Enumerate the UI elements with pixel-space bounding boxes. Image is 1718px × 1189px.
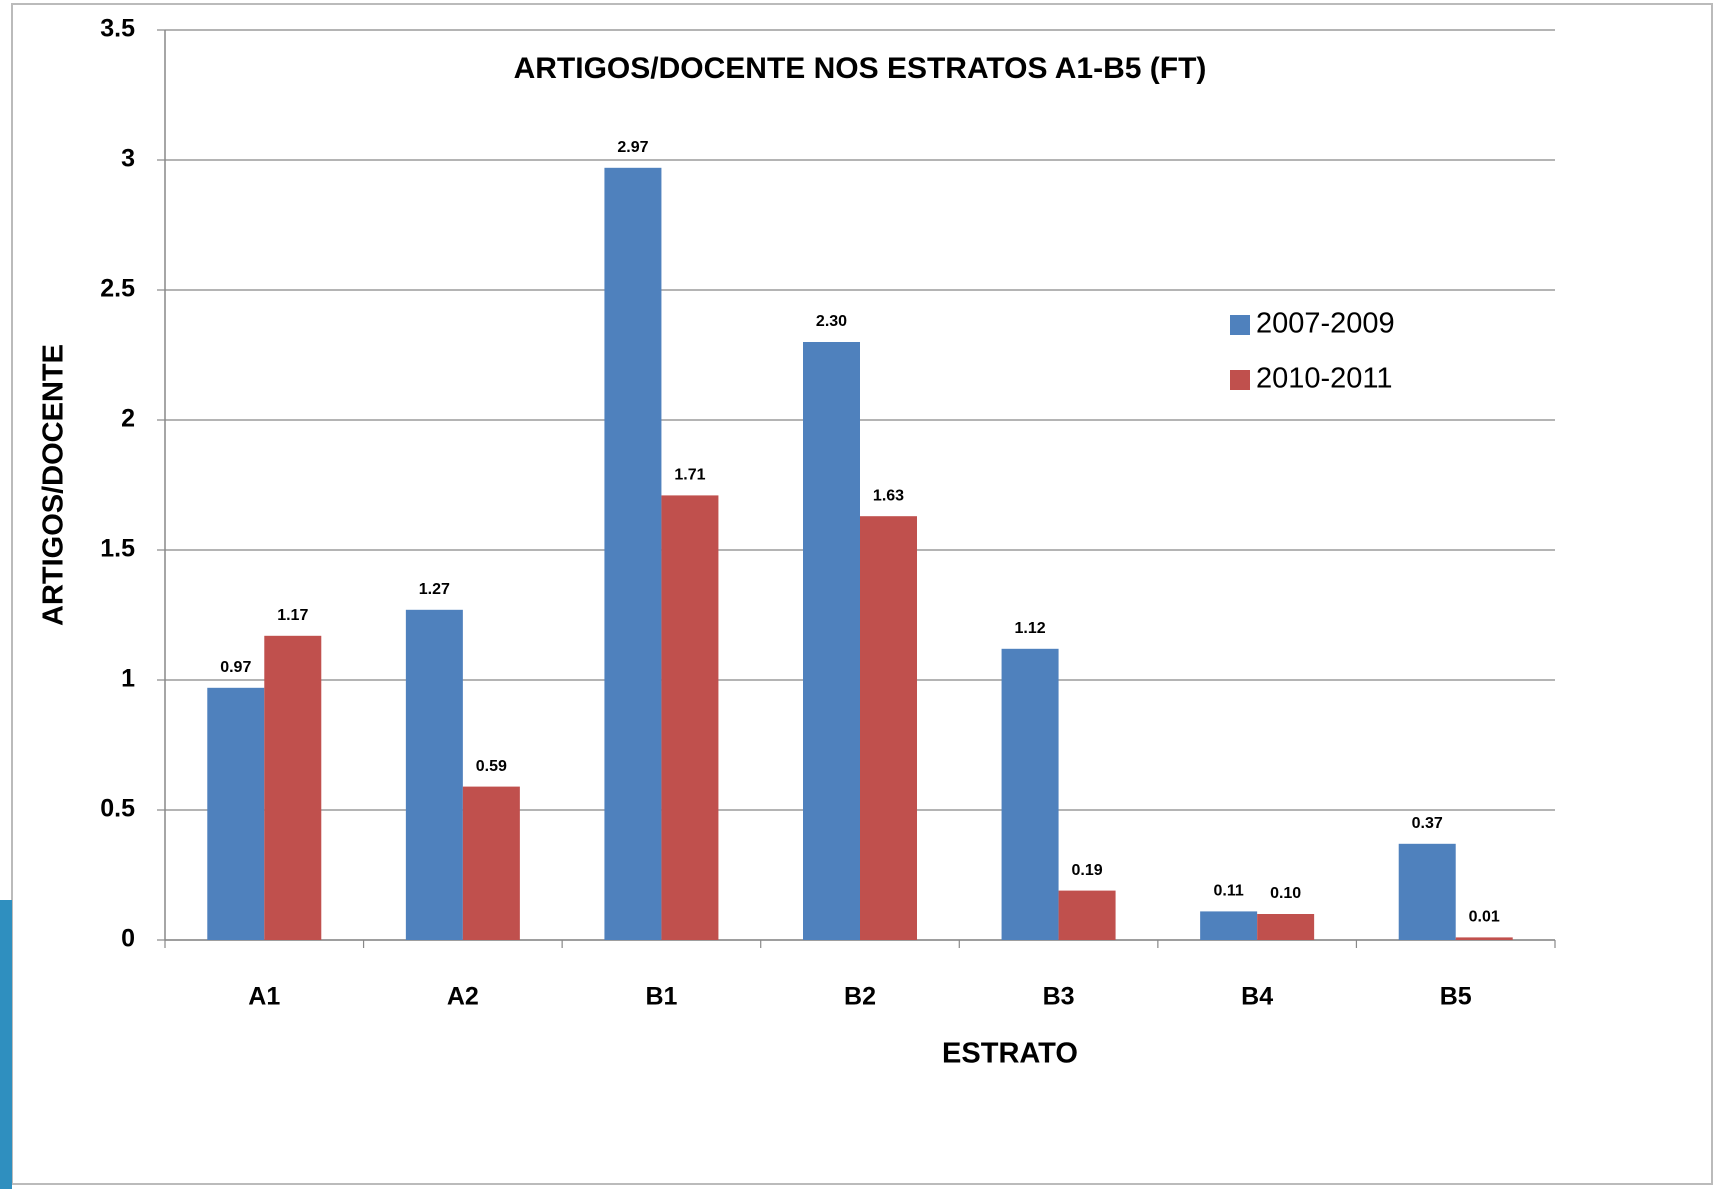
legend-swatch (1230, 370, 1250, 390)
bar (1200, 911, 1258, 940)
y-tick-label: 0 (121, 925, 135, 953)
y-tick-label: 3 (121, 145, 135, 173)
data-label: 0.59 (476, 758, 507, 775)
bar (264, 635, 322, 940)
x-tick-label: B3 (1043, 983, 1075, 1011)
y-tick-label: 1.5 (100, 535, 135, 563)
x-tick-label: B5 (1440, 983, 1472, 1011)
bar (803, 342, 860, 940)
data-label: 1.17 (277, 607, 308, 624)
bar (1001, 648, 1059, 940)
bar (661, 495, 719, 940)
x-tick-label: B1 (645, 983, 677, 1011)
data-label: 1.12 (1015, 620, 1046, 637)
bar (604, 167, 662, 941)
legend-label: 2007-2009 (1256, 308, 1395, 340)
legend-swatch (1230, 315, 1250, 335)
data-label: 0.10 (1270, 885, 1301, 902)
y-tick-label: 0.5 (100, 795, 135, 823)
bar (462, 786, 520, 940)
y-tick-label: 2.5 (100, 275, 135, 303)
x-tick-label: B4 (1241, 983, 1273, 1011)
x-tick-label: A2 (447, 983, 479, 1011)
y-tick-label: 1 (121, 665, 135, 693)
bar (1257, 914, 1315, 940)
data-label: 0.37 (1412, 815, 1443, 832)
bar (405, 609, 463, 940)
data-label: 0.97 (220, 659, 251, 676)
y-axis-label: ARTIGOS/DOCENTE (38, 344, 70, 626)
y-tick-label: 3.5 (100, 15, 135, 43)
chart-title: ARTIGOS/DOCENTE NOS ESTRATOS A1-B5 (FT) (514, 52, 1207, 85)
data-label: 0.11 (1214, 883, 1244, 900)
bar (860, 516, 917, 940)
data-label: 0.01 (1469, 909, 1500, 926)
bar (1455, 937, 1513, 940)
data-label: 2.97 (617, 139, 648, 156)
data-label: 2.30 (816, 313, 847, 330)
bar (207, 687, 265, 940)
data-label: 0.19 (1072, 862, 1103, 879)
x-tick-label: B2 (844, 983, 876, 1011)
data-label: 1.71 (674, 467, 705, 484)
data-label: 1.63 (873, 487, 904, 504)
x-tick-label: A1 (248, 983, 280, 1011)
y-tick-label: 2 (121, 405, 135, 433)
data-label: 1.27 (419, 581, 450, 598)
decoration (0, 900, 12, 1189)
legend-label: 2010-2011 (1256, 363, 1393, 395)
x-axis-label: ESTRATO (942, 1038, 1078, 1070)
bar (1398, 843, 1456, 940)
bar (1058, 890, 1116, 940)
